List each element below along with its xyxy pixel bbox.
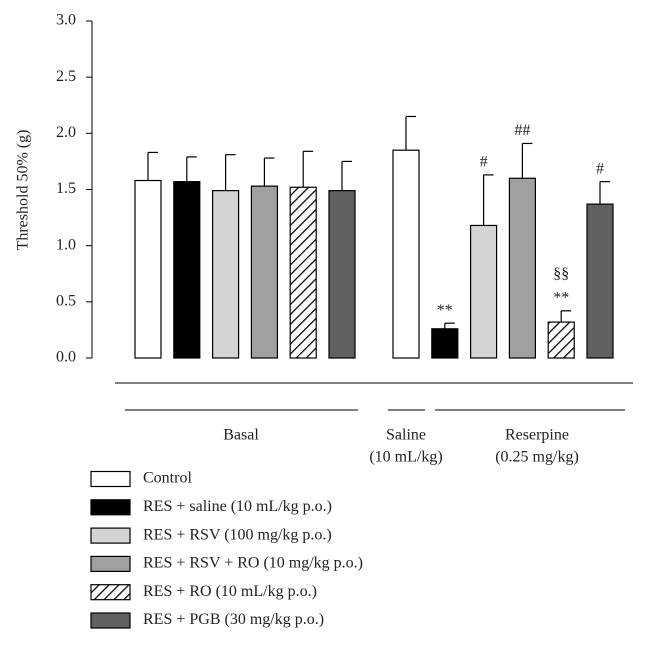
legend-label: RES + RSV (100 mg/kg p.o.) bbox=[143, 526, 332, 543]
legend-label: RES + PGB (30 mg/kg p.o.) bbox=[143, 611, 324, 628]
y-tick-label: 1.0 bbox=[56, 236, 76, 253]
bar bbox=[586, 203, 614, 359]
legend-swatch bbox=[90, 470, 131, 488]
bar bbox=[212, 190, 240, 359]
bar bbox=[508, 177, 536, 359]
bar bbox=[289, 186, 317, 359]
legend-swatch bbox=[90, 612, 131, 629]
y-tick-label: 3.0 bbox=[56, 12, 76, 29]
legend-swatch bbox=[90, 499, 131, 516]
legend-label: Control bbox=[143, 470, 192, 487]
legend-label: RES + RO (10 mL/kg p.o.) bbox=[143, 583, 317, 600]
group-label: (10 mL/kg) bbox=[369, 449, 442, 466]
y-axis-label: Threshold 50% (g) bbox=[15, 130, 32, 251]
y-tick-label: 2.5 bbox=[56, 68, 76, 85]
legend-label: RES + RSV + RO (10 mg/kg p.o.) bbox=[143, 555, 363, 572]
legend-label: RES + saline (10 mL/kg p.o.) bbox=[143, 498, 332, 515]
bar bbox=[431, 328, 459, 359]
annotation: ## bbox=[514, 122, 530, 139]
legend-swatch bbox=[90, 527, 131, 544]
y-tick-label: 0.0 bbox=[56, 349, 76, 366]
group-label: Basal bbox=[223, 427, 259, 444]
group-label: (0.25 mg/kg) bbox=[495, 449, 579, 466]
annotation: ** bbox=[553, 289, 569, 306]
annotation: §§ bbox=[553, 265, 569, 282]
bar bbox=[392, 149, 420, 359]
legend-swatch bbox=[90, 555, 131, 573]
bar bbox=[134, 179, 162, 359]
y-tick-label: 0.5 bbox=[56, 293, 76, 310]
group-label: Reserpine bbox=[505, 427, 569, 444]
annotation: # bbox=[596, 160, 604, 177]
legend-swatch bbox=[90, 584, 131, 601]
bar bbox=[470, 224, 498, 359]
y-tick-label: 1.5 bbox=[56, 180, 76, 197]
y-tick-label: 2.0 bbox=[56, 124, 76, 141]
group-label: Saline bbox=[386, 427, 426, 444]
bar bbox=[173, 181, 201, 359]
bar bbox=[328, 190, 356, 359]
bar bbox=[250, 185, 278, 359]
bar bbox=[547, 321, 575, 359]
annotation: ** bbox=[437, 302, 453, 319]
annotation: # bbox=[480, 154, 488, 171]
